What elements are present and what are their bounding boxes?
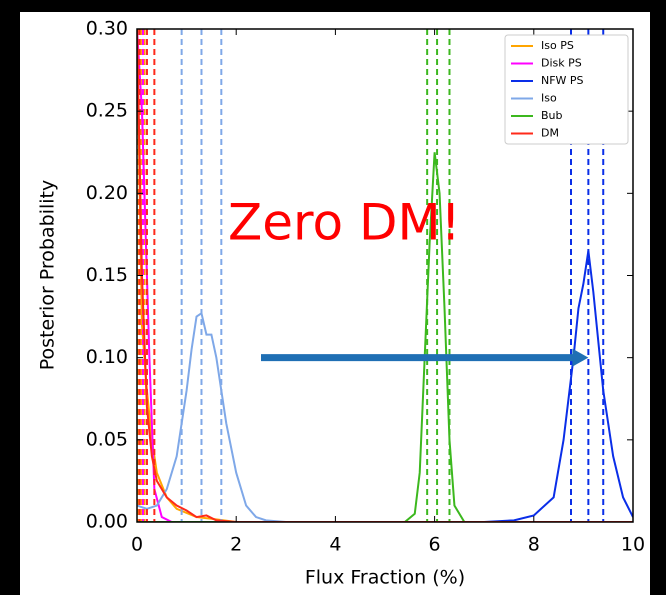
x-tick-label: 2 — [230, 534, 242, 556]
legend-label: Disk PS — [541, 57, 582, 70]
series-line — [137, 250, 633, 522]
y-axis-label: Posterior Probability — [37, 180, 59, 370]
series-line — [137, 311, 633, 522]
legend-label: NFW PS — [541, 74, 584, 87]
y-tick-label: 0.10 — [86, 346, 128, 368]
legend-label: Bub — [541, 109, 563, 122]
annotation: Zero DM! — [228, 194, 461, 252]
y-tick-label: 0.15 — [86, 264, 128, 286]
legend-box — [504, 34, 629, 145]
y-tick-label: 0.25 — [86, 100, 128, 122]
y-tick-label: 0.05 — [86, 428, 128, 450]
x-tick-label: 0 — [131, 534, 143, 556]
x-tick-label: 10 — [621, 534, 645, 556]
y-tick-label: 0.00 — [86, 511, 128, 533]
legend-label: Iso PS — [541, 39, 574, 52]
legend-label: DM — [541, 127, 559, 140]
axes: 0 2 4 6 8 10 0.00 0.05 0.10 0.15 0.20 0.25 0.30 Iso P… — [86, 18, 645, 556]
legend-label: Iso — [541, 92, 557, 105]
series-line — [137, 152, 633, 522]
x-tick-label: 8 — [528, 534, 540, 556]
series-line — [137, 29, 633, 522]
y-tick-label: 0.30 — [86, 18, 128, 40]
plot-area — [137, 29, 633, 522]
x-axis-label: Flux Fraction (%) — [305, 567, 465, 589]
arrow-head — [572, 348, 589, 367]
x-tick-label: 6 — [429, 534, 441, 556]
x-tick-label: 4 — [329, 534, 341, 556]
y-tick-label: 0.20 — [86, 182, 128, 204]
